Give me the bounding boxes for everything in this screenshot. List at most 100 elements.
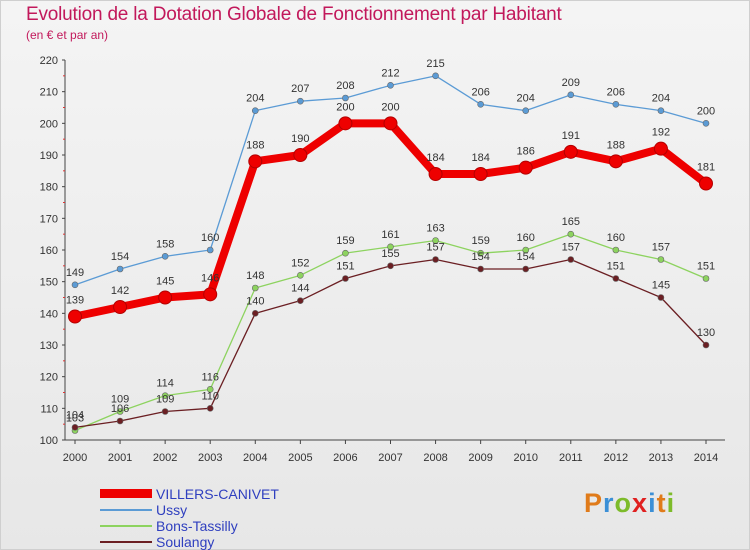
- data-point: [251, 107, 259, 114]
- x-tick-label: 2002: [153, 452, 177, 464]
- data-label: 109: [156, 394, 174, 406]
- y-tick-label: 110: [40, 403, 58, 415]
- data-label: 204: [652, 93, 670, 105]
- data-label: 154: [111, 251, 129, 263]
- data-point: [342, 249, 349, 257]
- data-label: 148: [246, 270, 264, 282]
- data-label: 155: [381, 248, 399, 260]
- data-label: 149: [66, 267, 84, 279]
- data-label: 110: [201, 390, 219, 402]
- logo-letter: x: [632, 488, 649, 518]
- data-label: 159: [471, 235, 489, 247]
- data-point: [383, 116, 398, 131]
- data-point: [68, 309, 82, 324]
- data-label: 160: [201, 232, 219, 244]
- data-point: [522, 107, 530, 114]
- data-point: [387, 82, 394, 89]
- data-point: [567, 91, 575, 99]
- data-point: [612, 275, 620, 282]
- logo-letter: o: [614, 488, 633, 518]
- data-label: 157: [562, 242, 580, 254]
- data-point: [116, 408, 124, 415]
- data-point: [206, 405, 214, 412]
- data-point: [248, 154, 263, 169]
- chart-title: Evolution de la Dotation Globale de Fonc…: [26, 4, 562, 25]
- data-point: [699, 176, 713, 191]
- logo-letter: P: [584, 488, 604, 518]
- data-label: 151: [607, 261, 625, 273]
- data-point: [563, 144, 578, 159]
- y-tick-label: 190: [40, 150, 58, 162]
- data-point: [702, 120, 710, 127]
- data-label: 146: [201, 272, 219, 284]
- data-label: 192: [652, 127, 670, 139]
- legend-label: VILLERS-CANIVET: [156, 486, 279, 502]
- data-point: [116, 417, 124, 425]
- data-label: 140: [246, 295, 264, 307]
- data-label: 158: [156, 238, 174, 250]
- data-label: 144: [291, 283, 309, 295]
- data-point: [477, 249, 484, 257]
- x-tick-label: 2000: [63, 452, 87, 464]
- logo-letter: i: [648, 488, 657, 518]
- data-point: [612, 246, 620, 254]
- legend-label: Soulangy: [156, 534, 215, 550]
- data-label: 130: [697, 327, 715, 339]
- legend-swatch: [100, 541, 152, 543]
- data-point: [342, 94, 349, 102]
- data-label: 154: [517, 251, 535, 263]
- data-label: 160: [517, 232, 535, 244]
- x-tick-label: 2005: [288, 452, 312, 464]
- proxiti-logo: Proxiti: [584, 488, 675, 519]
- data-point: [206, 386, 214, 393]
- data-label: 186: [517, 146, 535, 158]
- data-label: 157: [426, 242, 444, 254]
- data-point: [473, 167, 488, 181]
- data-point: [113, 300, 128, 314]
- data-point: [297, 97, 304, 105]
- data-point: [477, 265, 484, 273]
- y-tick-label: 120: [40, 372, 58, 384]
- data-point: [702, 341, 710, 349]
- data-point: [432, 256, 439, 263]
- data-point: [338, 116, 353, 131]
- x-tick-label: 2011: [559, 452, 583, 464]
- data-point: [293, 148, 308, 162]
- data-label: 142: [111, 285, 129, 297]
- data-point: [297, 272, 304, 279]
- data-point: [522, 246, 530, 254]
- data-point: [428, 167, 443, 181]
- data-label: 161: [381, 229, 399, 241]
- data-point: [116, 265, 124, 273]
- y-tick-label: 210: [40, 87, 58, 99]
- x-tick-label: 2007: [378, 452, 402, 464]
- data-point: [387, 262, 394, 270]
- data-label: 200: [381, 101, 399, 113]
- data-point: [161, 408, 169, 415]
- data-label: 154: [471, 251, 489, 263]
- data-label: 152: [291, 257, 309, 269]
- data-point: [342, 275, 349, 282]
- x-tick-label: 2013: [649, 452, 673, 464]
- data-point: [158, 290, 173, 305]
- data-point: [251, 284, 259, 292]
- data-point: [297, 297, 304, 304]
- chart-subtitle: (en € et par an): [26, 28, 109, 42]
- x-tick-label: 2009: [468, 452, 492, 464]
- x-tick-label: 2014: [694, 452, 718, 464]
- x-tick-label: 2004: [243, 452, 267, 464]
- data-point: [608, 154, 623, 169]
- data-point: [567, 256, 575, 263]
- data-point: [653, 141, 668, 156]
- data-point: [612, 101, 620, 108]
- legend-swatch: [100, 489, 152, 498]
- y-tick-label: 100: [40, 435, 58, 447]
- data-label: 114: [156, 378, 174, 390]
- y-tick-label: 200: [40, 118, 58, 130]
- y-tick-label: 130: [40, 340, 58, 352]
- data-label: 106: [111, 403, 129, 415]
- data-label: 184: [426, 152, 444, 164]
- y-tick-label: 180: [40, 182, 58, 194]
- data-label: 103: [66, 413, 84, 425]
